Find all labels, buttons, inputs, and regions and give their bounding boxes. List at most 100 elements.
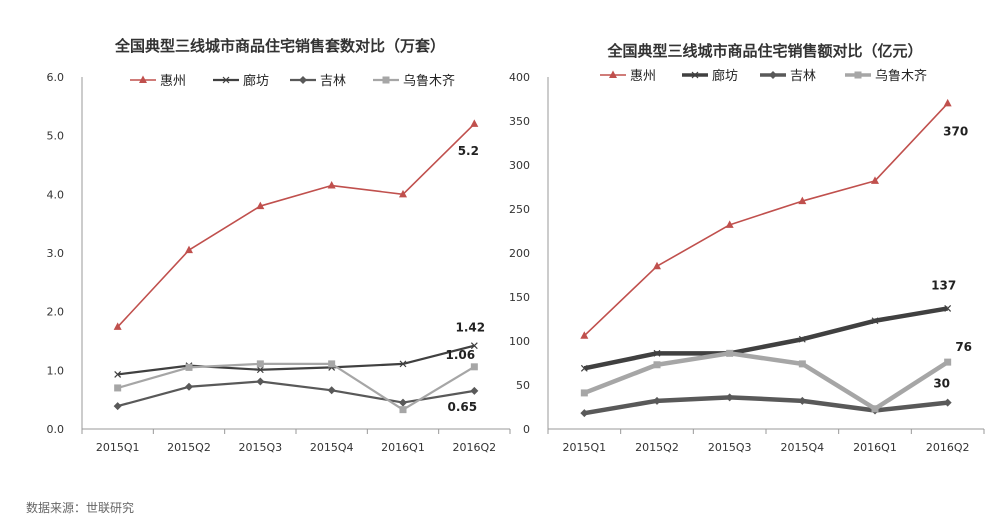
data-point-吉林 xyxy=(185,382,193,391)
legend-marker-廊坊 xyxy=(691,71,699,79)
y-tick-label: 200 xyxy=(509,247,530,260)
data-point-廊坊 xyxy=(798,335,806,343)
legend-marker-廊坊 xyxy=(222,76,230,84)
data-point-廊坊 xyxy=(470,342,478,350)
data-label-廊坊: 1.42 xyxy=(456,321,486,335)
data-point-吉林 xyxy=(798,396,807,405)
series-line-惠州 xyxy=(117,123,475,328)
legend-label-惠州: 惠州 xyxy=(630,69,656,84)
series-line-吉林 xyxy=(117,380,475,408)
y-tick-label: 300 xyxy=(509,159,530,172)
data-label-吉林: 30 xyxy=(933,377,950,391)
y-tick-label: 350 xyxy=(509,115,530,128)
legend-marker-吉林 xyxy=(769,71,777,79)
data-point-乌鲁木齐 xyxy=(726,349,734,357)
data-point-乌鲁木齐 xyxy=(114,384,122,392)
data-point-廊坊 xyxy=(653,349,661,357)
data-point-乌鲁木齐 xyxy=(944,358,952,366)
data-point-乌鲁木齐 xyxy=(470,363,478,371)
x-tick-label: 2015Q3 xyxy=(708,441,752,454)
data-label-廊坊: 137 xyxy=(931,278,956,292)
x-tick-label: 2015Q3 xyxy=(239,441,283,454)
y-tick-label: 50 xyxy=(516,379,530,392)
data-point-惠州 xyxy=(256,201,265,210)
data-point-乌鲁木齐 xyxy=(580,389,588,397)
legend-label-吉林: 吉林 xyxy=(790,69,816,84)
y-tick-label: 6.0 xyxy=(47,71,65,84)
data-label-吉林: 0.65 xyxy=(448,400,478,414)
data-point-吉林 xyxy=(725,393,734,402)
data-point-吉林 xyxy=(653,396,661,405)
data-point-惠州 xyxy=(580,331,589,339)
series-line-廊坊 xyxy=(583,306,949,371)
chart-title: 全国典型三线城市商品住宅销售套数对比（万套） xyxy=(114,37,445,55)
y-tick-label: 0.0 xyxy=(47,423,65,436)
data-point-廊坊 xyxy=(399,360,407,368)
x-tick-label: 2015Q4 xyxy=(310,441,354,454)
data-label-惠州: 370 xyxy=(943,124,968,138)
data-point-惠州 xyxy=(399,189,407,198)
legend-marker-惠州 xyxy=(609,70,617,78)
data-point-廊坊 xyxy=(256,366,264,374)
legend-marker-乌鲁木齐 xyxy=(382,76,390,84)
series-line-乌鲁木齐 xyxy=(583,351,949,412)
chart-1: 全国典型三线城市商品住宅销售套数对比（万套） 0.0 1.0 2.0 3.0 4.0 5.0… xyxy=(47,37,511,454)
chart-title: 全国典型三线城市商品住宅销售额对比（亿元） xyxy=(606,42,922,60)
x-tick-label: 2015Q2 xyxy=(167,441,211,454)
y-tick-label: 400 xyxy=(509,71,530,84)
data-point-惠州 xyxy=(327,181,336,189)
legend-label-廊坊: 廊坊 xyxy=(243,73,269,89)
data-point-廊坊 xyxy=(871,317,879,325)
x-tick-label: 2016Q2 xyxy=(926,441,970,454)
legend-label-廊坊: 廊坊 xyxy=(712,68,738,84)
x-tick-label: 2016Q1 xyxy=(381,441,425,454)
legend-label-乌鲁木齐: 乌鲁木齐 xyxy=(875,68,927,84)
x-tick-label: 2016Q2 xyxy=(453,441,497,454)
data-point-惠州 xyxy=(943,98,952,107)
data-point-乌鲁木齐 xyxy=(653,361,661,369)
y-tick-label: 4.0 xyxy=(47,188,65,201)
x-tick-label: 2015Q2 xyxy=(635,441,679,454)
data-point-吉林 xyxy=(256,377,265,386)
data-point-乌鲁木齐 xyxy=(399,406,407,414)
data-point-吉林 xyxy=(580,409,589,418)
data-point-惠州 xyxy=(470,119,479,127)
x-tick-label: 2015Q1 xyxy=(96,441,140,454)
series-line-廊坊 xyxy=(117,344,475,376)
data-point-吉林 xyxy=(399,398,407,407)
source-note: 数据来源：世联研究 xyxy=(26,501,135,515)
chart-2: 全国典型三线城市商品住宅销售额对比（亿元） 0 50 100 150 200 250 300 3… xyxy=(509,42,985,454)
y-tick-label: 1.0 xyxy=(47,364,65,377)
x-tick-label: 2015Q4 xyxy=(781,441,825,454)
data-label-惠州: 5.2 xyxy=(458,144,479,158)
data-point-乌鲁木齐 xyxy=(328,360,336,368)
legend-label-惠州: 惠州 xyxy=(160,74,186,89)
y-tick-label: 100 xyxy=(509,335,530,348)
data-point-吉林 xyxy=(113,402,122,411)
series-line-吉林 xyxy=(583,395,948,416)
y-tick-label: 250 xyxy=(509,203,530,216)
data-point-惠州 xyxy=(871,176,879,184)
data-point-惠州 xyxy=(185,245,193,254)
series-line-惠州 xyxy=(583,102,949,337)
legend-marker-乌鲁木齐 xyxy=(854,71,862,79)
legend-label-乌鲁木齐: 乌鲁木齐 xyxy=(403,73,455,89)
data-point-吉林 xyxy=(470,386,479,395)
legend-label-吉林: 吉林 xyxy=(320,74,346,89)
x-tick-label: 2016Q1 xyxy=(853,441,897,454)
series-line-乌鲁木齐 xyxy=(117,362,475,411)
data-point-乌鲁木齐 xyxy=(256,360,264,368)
x-tick-label: 2015Q1 xyxy=(563,441,607,454)
y-tick-label: 0 xyxy=(523,423,530,436)
data-point-吉林 xyxy=(327,386,336,395)
legend-marker-惠州 xyxy=(139,75,147,83)
data-point-惠州 xyxy=(653,261,661,270)
data-point-惠州 xyxy=(725,220,734,228)
data-point-廊坊 xyxy=(944,305,952,312)
data-point-廊坊 xyxy=(114,371,122,378)
y-tick-label: 3.0 xyxy=(47,247,65,260)
data-label-乌鲁木齐: 1.06 xyxy=(446,348,476,362)
data-label-乌鲁木齐: 76 xyxy=(955,340,972,354)
y-tick-label: 150 xyxy=(509,291,530,304)
